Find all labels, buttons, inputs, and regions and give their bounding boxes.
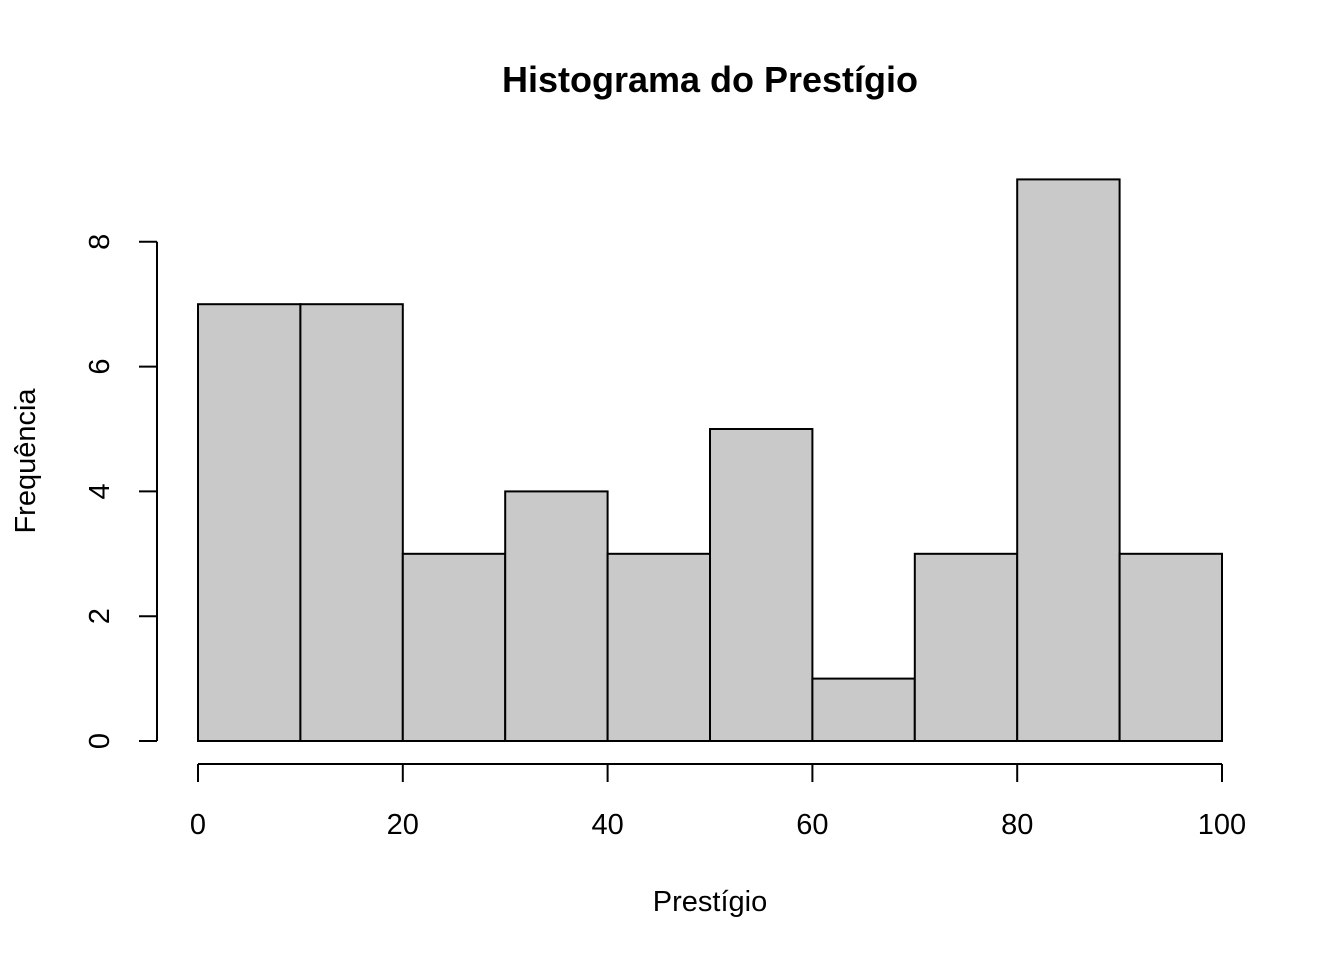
histogram-bar xyxy=(606,552,711,742)
histogram-bar xyxy=(401,552,507,742)
histogram-bar xyxy=(1016,178,1121,742)
histogram-bar xyxy=(1118,552,1223,742)
y-tick-label: 8 xyxy=(84,234,116,250)
histogram-bar xyxy=(299,303,404,742)
y-tick-label: 6 xyxy=(84,359,116,375)
x-tick-label: 40 xyxy=(591,809,623,841)
x-tick-label: 0 xyxy=(190,809,206,841)
y-axis-label: Frequência xyxy=(10,388,42,534)
x-tick-label: 80 xyxy=(1001,809,1033,841)
y-tick-label: 0 xyxy=(84,733,116,749)
x-axis-label: Prestígio xyxy=(653,886,767,918)
y-tick-label: 2 xyxy=(84,608,116,624)
histogram-bar xyxy=(913,552,1019,742)
y-axis: 0 2 4 6 8 xyxy=(84,234,158,749)
histogram-bar xyxy=(811,677,916,742)
x-tick-label: 60 xyxy=(796,809,828,841)
chart-title: Histograma do Prestígio xyxy=(502,59,918,100)
histogram-bar xyxy=(709,428,814,742)
y-tick-label: 4 xyxy=(84,483,116,499)
histogram-bar xyxy=(504,490,609,742)
x-axis: 0 20 40 60 80 100 xyxy=(190,763,1246,841)
histogram-bar xyxy=(197,303,302,742)
x-tick-label: 100 xyxy=(1198,809,1246,841)
histogram-bars xyxy=(197,178,1223,742)
x-tick-label: 20 xyxy=(387,809,419,841)
